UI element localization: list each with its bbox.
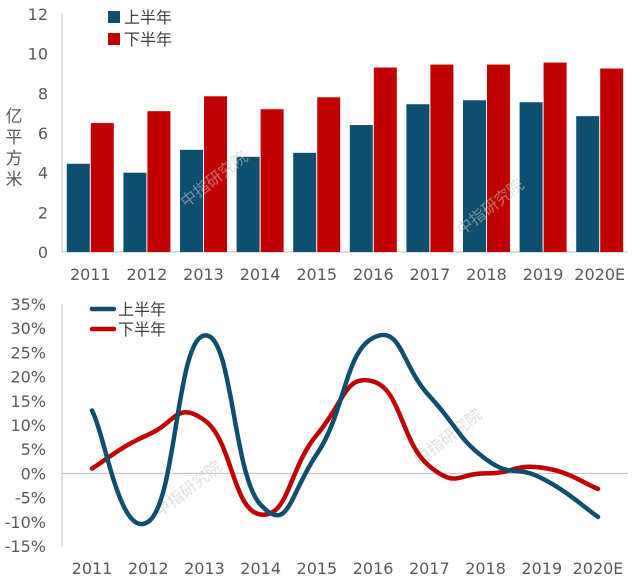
bar-xtick-label: 2013 (183, 265, 224, 284)
bar-first-half (520, 102, 543, 252)
bar-second-half (600, 69, 623, 252)
svg-text:平: 平 (6, 128, 23, 148)
svg-text:米: 米 (6, 170, 23, 190)
line-ytick-label: 35% (10, 295, 46, 314)
bar-xtick-label: 2019 (523, 265, 564, 284)
line-xtick-label: 2016 (353, 559, 394, 578)
bar-xtick-label: 2012 (127, 265, 168, 284)
bar-xtick-label: 2011 (70, 265, 111, 284)
line-ytick-label: 5% (21, 440, 46, 459)
line-ytick-label: 10% (10, 416, 46, 435)
bar-legend-swatch (108, 33, 120, 45)
bar-ytick-label: 6 (38, 124, 48, 143)
line-legend-label: 上半年 (118, 300, 166, 319)
bar-ytick-label: 12 (28, 5, 48, 24)
line-xtick-label: 2014 (240, 559, 281, 578)
line-ytick-label: 15% (10, 392, 46, 411)
line-legend-label: 下半年 (118, 320, 166, 339)
bar-second-half (91, 123, 114, 252)
bar-xtick-label: 2018 (466, 265, 507, 284)
bar-xtick-label: 2017 (410, 265, 451, 284)
line-ytick-label: 20% (10, 368, 46, 387)
line-xtick-label: 2018 (465, 559, 506, 578)
line-ytick-label: 25% (10, 343, 46, 362)
line-ytick-label: -10% (5, 513, 46, 532)
bar-ytick-label: 4 (38, 164, 48, 183)
line-xtick-label: 2015 (297, 559, 338, 578)
line-ytick-label: -15% (5, 537, 46, 556)
bar-second-half (261, 109, 284, 252)
line-xtick-label: 2020E (573, 559, 624, 578)
line-ytick-label: 30% (10, 319, 46, 338)
line-ytick-label: 0% (21, 464, 46, 483)
line-ytick-label: -5% (15, 489, 46, 508)
bar-second-half (544, 63, 567, 252)
bar-first-half (406, 104, 429, 252)
svg-text:亿: 亿 (6, 107, 23, 127)
bar-second-half (374, 68, 397, 252)
bar-second-half (430, 65, 453, 252)
line-xtick-label: 2012 (128, 559, 169, 578)
bar-first-half (350, 125, 373, 252)
bar-ytick-label: 0 (38, 243, 48, 262)
line-xtick-label: 2011 (72, 559, 113, 578)
bar-xtick-label: 2015 (296, 265, 337, 284)
bar-legend-label: 下半年 (124, 30, 172, 49)
line-xtick-label: 2013 (184, 559, 225, 578)
bar-xtick-label: 2016 (353, 265, 394, 284)
bar-legend-label: 上半年 (124, 8, 172, 27)
bar-xtick-label: 2014 (240, 265, 281, 284)
bar-first-half (576, 116, 599, 252)
bar-first-half (67, 164, 90, 252)
bar-ytick-label: 8 (38, 84, 48, 103)
bar-second-half (487, 65, 510, 252)
bar-second-half (317, 97, 340, 252)
line-xtick-label: 2017 (409, 559, 450, 578)
bar-second-half (147, 111, 170, 252)
bar-ytick-label: 10 (28, 45, 48, 64)
svg-text:方: 方 (6, 149, 23, 169)
bar-ytick-label: 2 (38, 203, 48, 222)
bar-first-half (123, 173, 146, 252)
line-xtick-label: 2019 (521, 559, 562, 578)
bar-first-half (293, 153, 316, 252)
bar-legend-swatch (108, 11, 120, 23)
bar-xtick-label: 2020E (574, 265, 625, 284)
bar-first-half (237, 157, 260, 252)
